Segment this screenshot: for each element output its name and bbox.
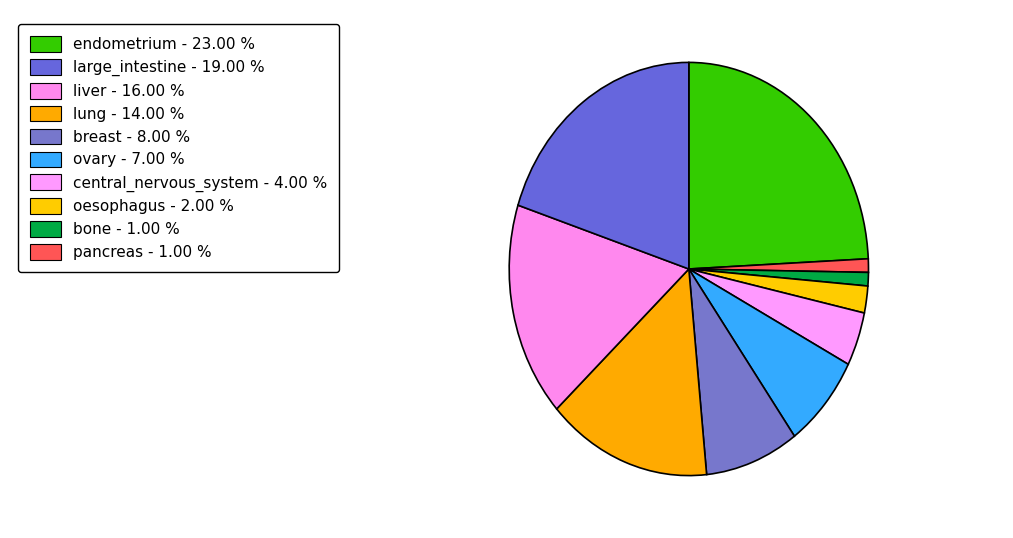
- Wedge shape: [510, 205, 689, 409]
- Wedge shape: [689, 62, 868, 269]
- Wedge shape: [557, 269, 707, 476]
- Wedge shape: [518, 62, 689, 269]
- Wedge shape: [689, 269, 864, 364]
- Wedge shape: [689, 269, 868, 313]
- Wedge shape: [689, 269, 868, 286]
- Wedge shape: [689, 259, 868, 272]
- Legend: endometrium - 23.00 %, large_intestine - 19.00 %, liver - 16.00 %, lung - 14.00 : endometrium - 23.00 %, large_intestine -…: [18, 24, 339, 272]
- Wedge shape: [689, 269, 848, 436]
- Wedge shape: [689, 269, 794, 475]
